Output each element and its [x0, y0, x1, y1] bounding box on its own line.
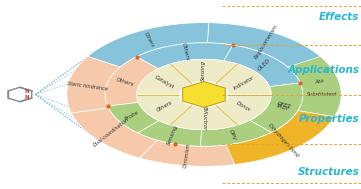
Polygon shape	[200, 120, 271, 146]
Text: Chromism: Chromism	[183, 143, 192, 169]
Polygon shape	[253, 83, 303, 130]
Text: Properties: Properties	[299, 114, 359, 124]
Text: OLED: OLED	[257, 58, 272, 72]
Text: Catalyst: Catalyst	[154, 75, 175, 90]
Text: N: N	[24, 88, 29, 94]
Text: TADF: TADF	[276, 103, 291, 112]
Text: Dual-coordination: Dual-coordination	[92, 117, 130, 148]
Text: Aza: Aza	[314, 78, 324, 85]
Polygon shape	[183, 82, 225, 107]
Text: Regioisomerism: Regioisomerism	[254, 24, 279, 60]
Text: Others: Others	[115, 77, 134, 87]
Text: Substitutent: Substitutent	[306, 92, 337, 97]
Text: Others: Others	[181, 43, 190, 62]
Polygon shape	[216, 64, 271, 94]
Text: Sensing: Sensing	[166, 124, 179, 146]
Polygon shape	[288, 57, 341, 117]
Polygon shape	[136, 43, 233, 69]
Polygon shape	[208, 23, 325, 70]
Polygon shape	[138, 121, 202, 146]
Text: Probe: Probe	[124, 110, 140, 122]
Polygon shape	[170, 59, 238, 83]
Text: Indicator: Indicator	[232, 74, 255, 91]
Polygon shape	[137, 94, 192, 125]
Text: Others: Others	[143, 31, 155, 49]
Text: OFET: OFET	[277, 101, 292, 110]
Text: Donor: Donor	[236, 100, 252, 113]
Text: Dihydrogen bond: Dihydrogen bond	[267, 123, 299, 158]
Polygon shape	[140, 140, 235, 166]
Polygon shape	[226, 111, 334, 164]
Polygon shape	[250, 83, 303, 132]
Text: Applications: Applications	[287, 65, 359, 75]
Text: Effects: Effects	[319, 12, 359, 22]
Polygon shape	[71, 108, 158, 158]
Text: OPV: OPV	[228, 129, 237, 142]
Polygon shape	[223, 45, 300, 87]
Polygon shape	[216, 94, 271, 125]
Polygon shape	[170, 106, 238, 130]
Polygon shape	[67, 57, 120, 113]
Polygon shape	[137, 64, 192, 94]
Text: Steric hindrance: Steric hindrance	[66, 81, 108, 91]
Text: Bifluctror: Bifluctror	[201, 106, 206, 131]
Text: Others: Others	[155, 100, 173, 113]
Polygon shape	[291, 61, 341, 128]
Text: Sensing: Sensing	[201, 60, 206, 81]
Polygon shape	[105, 57, 158, 106]
Text: Structures: Structures	[297, 167, 359, 177]
Text: N: N	[24, 95, 29, 101]
Polygon shape	[88, 23, 209, 67]
Polygon shape	[108, 102, 159, 133]
